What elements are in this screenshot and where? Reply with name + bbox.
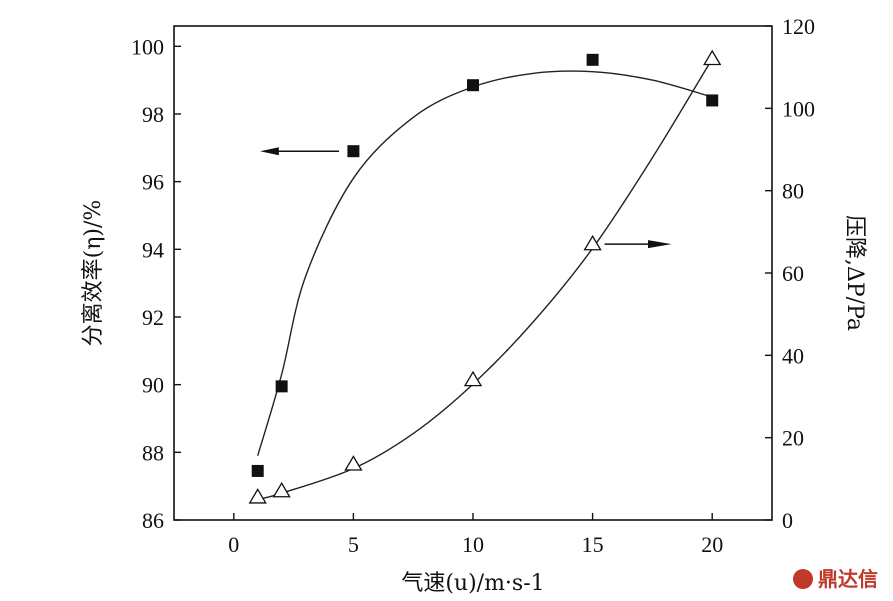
plot-frame — [173, 25, 773, 521]
y-left-tick-label: 100 — [131, 34, 164, 59]
x-axis-title: 气速(u)/m·s-1 — [401, 571, 544, 596]
y-right-tick-label: 20 — [782, 426, 804, 451]
y-left-tick-label: 98 — [142, 102, 164, 127]
efficiency-fit-line — [257, 70, 713, 456]
fit-curves — [257, 58, 713, 501]
y-right-tick-label: 0 — [782, 508, 793, 533]
pressure-drop-point — [583, 234, 602, 251]
efficiency-point — [347, 145, 360, 158]
efficiency-point — [275, 380, 288, 393]
data-markers — [248, 49, 722, 504]
efficiency-point — [706, 94, 719, 107]
pressure-drop-point — [463, 370, 483, 387]
y-right-tick-label: 100 — [782, 96, 815, 121]
y-left-tick-label: 96 — [142, 170, 164, 195]
pressure-drop-fit-line — [257, 58, 713, 501]
pressure-drop-point — [344, 455, 363, 471]
y-left-axis-title: 分离效率(η)/% — [81, 200, 106, 347]
y-right-tick-label: 80 — [782, 179, 804, 204]
y-right-tick-label: 120 — [782, 14, 815, 39]
annotation-arrows — [260, 147, 672, 249]
axis-ticks: 0 5 10 15 20 86 88 90 92 94 96 98 100 0 20 40 60 80 100 120 — [131, 14, 815, 557]
y-right-tick-label: 60 — [782, 261, 804, 286]
efficiency-point — [251, 464, 264, 477]
y-left-tick-label: 88 — [142, 440, 164, 465]
watermark-logo-icon — [793, 569, 813, 589]
y-right-axis-title: 压降,ΔP/Pa — [842, 215, 867, 331]
x-tick-label: 0 — [228, 532, 239, 557]
watermark: 鼎达信 — [793, 567, 878, 591]
y-right-tick-label: 40 — [782, 343, 804, 368]
x-tick-label: 10 — [462, 532, 484, 557]
y-left-tick-label: 92 — [142, 305, 164, 330]
y-left-tick-label: 86 — [142, 508, 164, 533]
x-tick-label: 5 — [348, 532, 359, 557]
left-axis-arrow-head — [260, 147, 279, 156]
pressure-drop-point — [272, 481, 291, 498]
efficiency-point — [467, 79, 479, 92]
y-left-tick-label: 94 — [142, 237, 164, 262]
x-tick-label: 15 — [582, 532, 604, 557]
watermark-text: 鼎达信 — [818, 567, 878, 591]
efficiency-point — [586, 53, 599, 66]
pressure-drop-point — [248, 488, 267, 504]
y-left-tick-label: 90 — [142, 373, 164, 398]
right-axis-arrow-head — [648, 240, 672, 249]
x-tick-label: 20 — [701, 532, 723, 557]
pressure-drop-point — [703, 49, 722, 66]
